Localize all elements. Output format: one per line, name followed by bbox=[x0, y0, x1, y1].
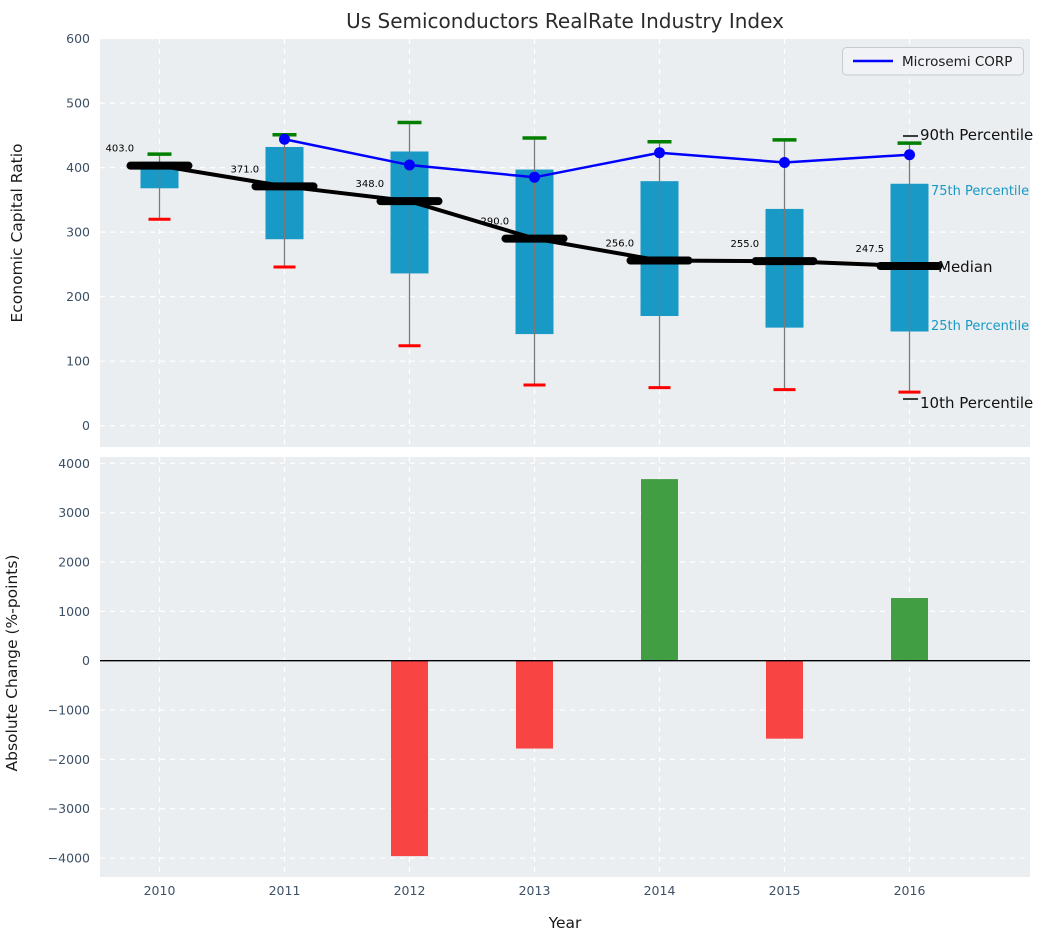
bar-2014 bbox=[641, 479, 678, 661]
bottom-subplot: 4000 3000 2000 1000 0 −1000 −2000 −3000 −4000 201… bbox=[48, 456, 1030, 898]
y-axis-label-bottom: Absolute Change (%-points) bbox=[3, 555, 21, 772]
top-ytick: 200 bbox=[66, 289, 90, 304]
bar-2016 bbox=[891, 598, 928, 661]
annotation-90th-percentile: 90th Percentile bbox=[920, 126, 1033, 144]
bottom-ytick: −1000 bbox=[48, 703, 90, 718]
bottom-ytick: −2000 bbox=[48, 752, 90, 767]
xtick-2012: 2012 bbox=[394, 883, 426, 898]
microsemi-marker-2015 bbox=[779, 156, 790, 168]
microsemi-marker-2016 bbox=[904, 149, 915, 161]
median-value-label-2011: 371.0 bbox=[231, 164, 260, 175]
median-value-label-2015: 255.0 bbox=[731, 239, 760, 250]
xtick-2013: 2013 bbox=[519, 883, 551, 898]
bottom-background bbox=[100, 457, 1030, 877]
xtick-2016: 2016 bbox=[894, 883, 926, 898]
top-ytick: 0 bbox=[82, 418, 90, 433]
top-ytick: 100 bbox=[66, 354, 90, 369]
annotation-25th-percentile: 25th Percentile bbox=[931, 319, 1029, 334]
xtick-2011: 2011 bbox=[269, 883, 301, 898]
microsemi-marker-2012 bbox=[404, 159, 415, 171]
annotation-75th-percentile: 75th Percentile bbox=[931, 184, 1029, 199]
bar-2015 bbox=[766, 660, 803, 739]
top-ytick: 500 bbox=[66, 96, 90, 111]
legend-box bbox=[842, 47, 1024, 76]
top-ytick: 400 bbox=[66, 160, 90, 175]
bottom-ytick: 2000 bbox=[58, 555, 90, 570]
annotation-median: Median bbox=[938, 258, 993, 276]
bottom-ytick: −4000 bbox=[48, 851, 90, 866]
median-value-label-2016: 247.5 bbox=[856, 244, 885, 255]
bottom-ytick: 4000 bbox=[58, 456, 90, 471]
microsemi-marker-2011 bbox=[279, 133, 290, 145]
bar-2012 bbox=[391, 660, 428, 857]
bottom-ytick: −3000 bbox=[48, 801, 90, 816]
bottom-ytick: 3000 bbox=[58, 505, 90, 520]
bottom-ytick: 0 bbox=[82, 653, 90, 668]
top-ytick: 300 bbox=[66, 225, 90, 240]
annotation-10th-percentile: 10th Percentile bbox=[920, 394, 1033, 412]
median-value-label-2010: 403.0 bbox=[106, 144, 135, 155]
x-axis-label: Year bbox=[548, 914, 582, 932]
bottom-ytick: 1000 bbox=[58, 604, 90, 619]
median-value-label-2014: 256.0 bbox=[606, 239, 635, 250]
median-value-label-2013: 290.0 bbox=[481, 217, 510, 228]
legend: Microsemi CORP bbox=[842, 47, 1024, 76]
xtick-2010: 2010 bbox=[144, 883, 176, 898]
legend-label: Microsemi CORP bbox=[902, 54, 1012, 70]
xtick-2014: 2014 bbox=[644, 883, 676, 898]
chart-title: Us Semiconductors RealRate Industry Inde… bbox=[346, 9, 784, 33]
bar-2013 bbox=[516, 660, 553, 749]
microsemi-line bbox=[284, 138, 910, 179]
top-ytick: 600 bbox=[66, 31, 90, 46]
median-value-label-2012: 348.0 bbox=[356, 179, 385, 190]
microsemi-marker-2013 bbox=[529, 171, 540, 183]
y-axis-label-top: Economic Capital Ratio bbox=[8, 143, 26, 322]
xtick-2015: 2015 bbox=[769, 883, 801, 898]
microsemi-marker-2014 bbox=[654, 147, 665, 159]
top-subplot: 600 500 400 300 200 100 0 403.0 371.0 348.0 290.0 2… bbox=[66, 31, 1030, 447]
